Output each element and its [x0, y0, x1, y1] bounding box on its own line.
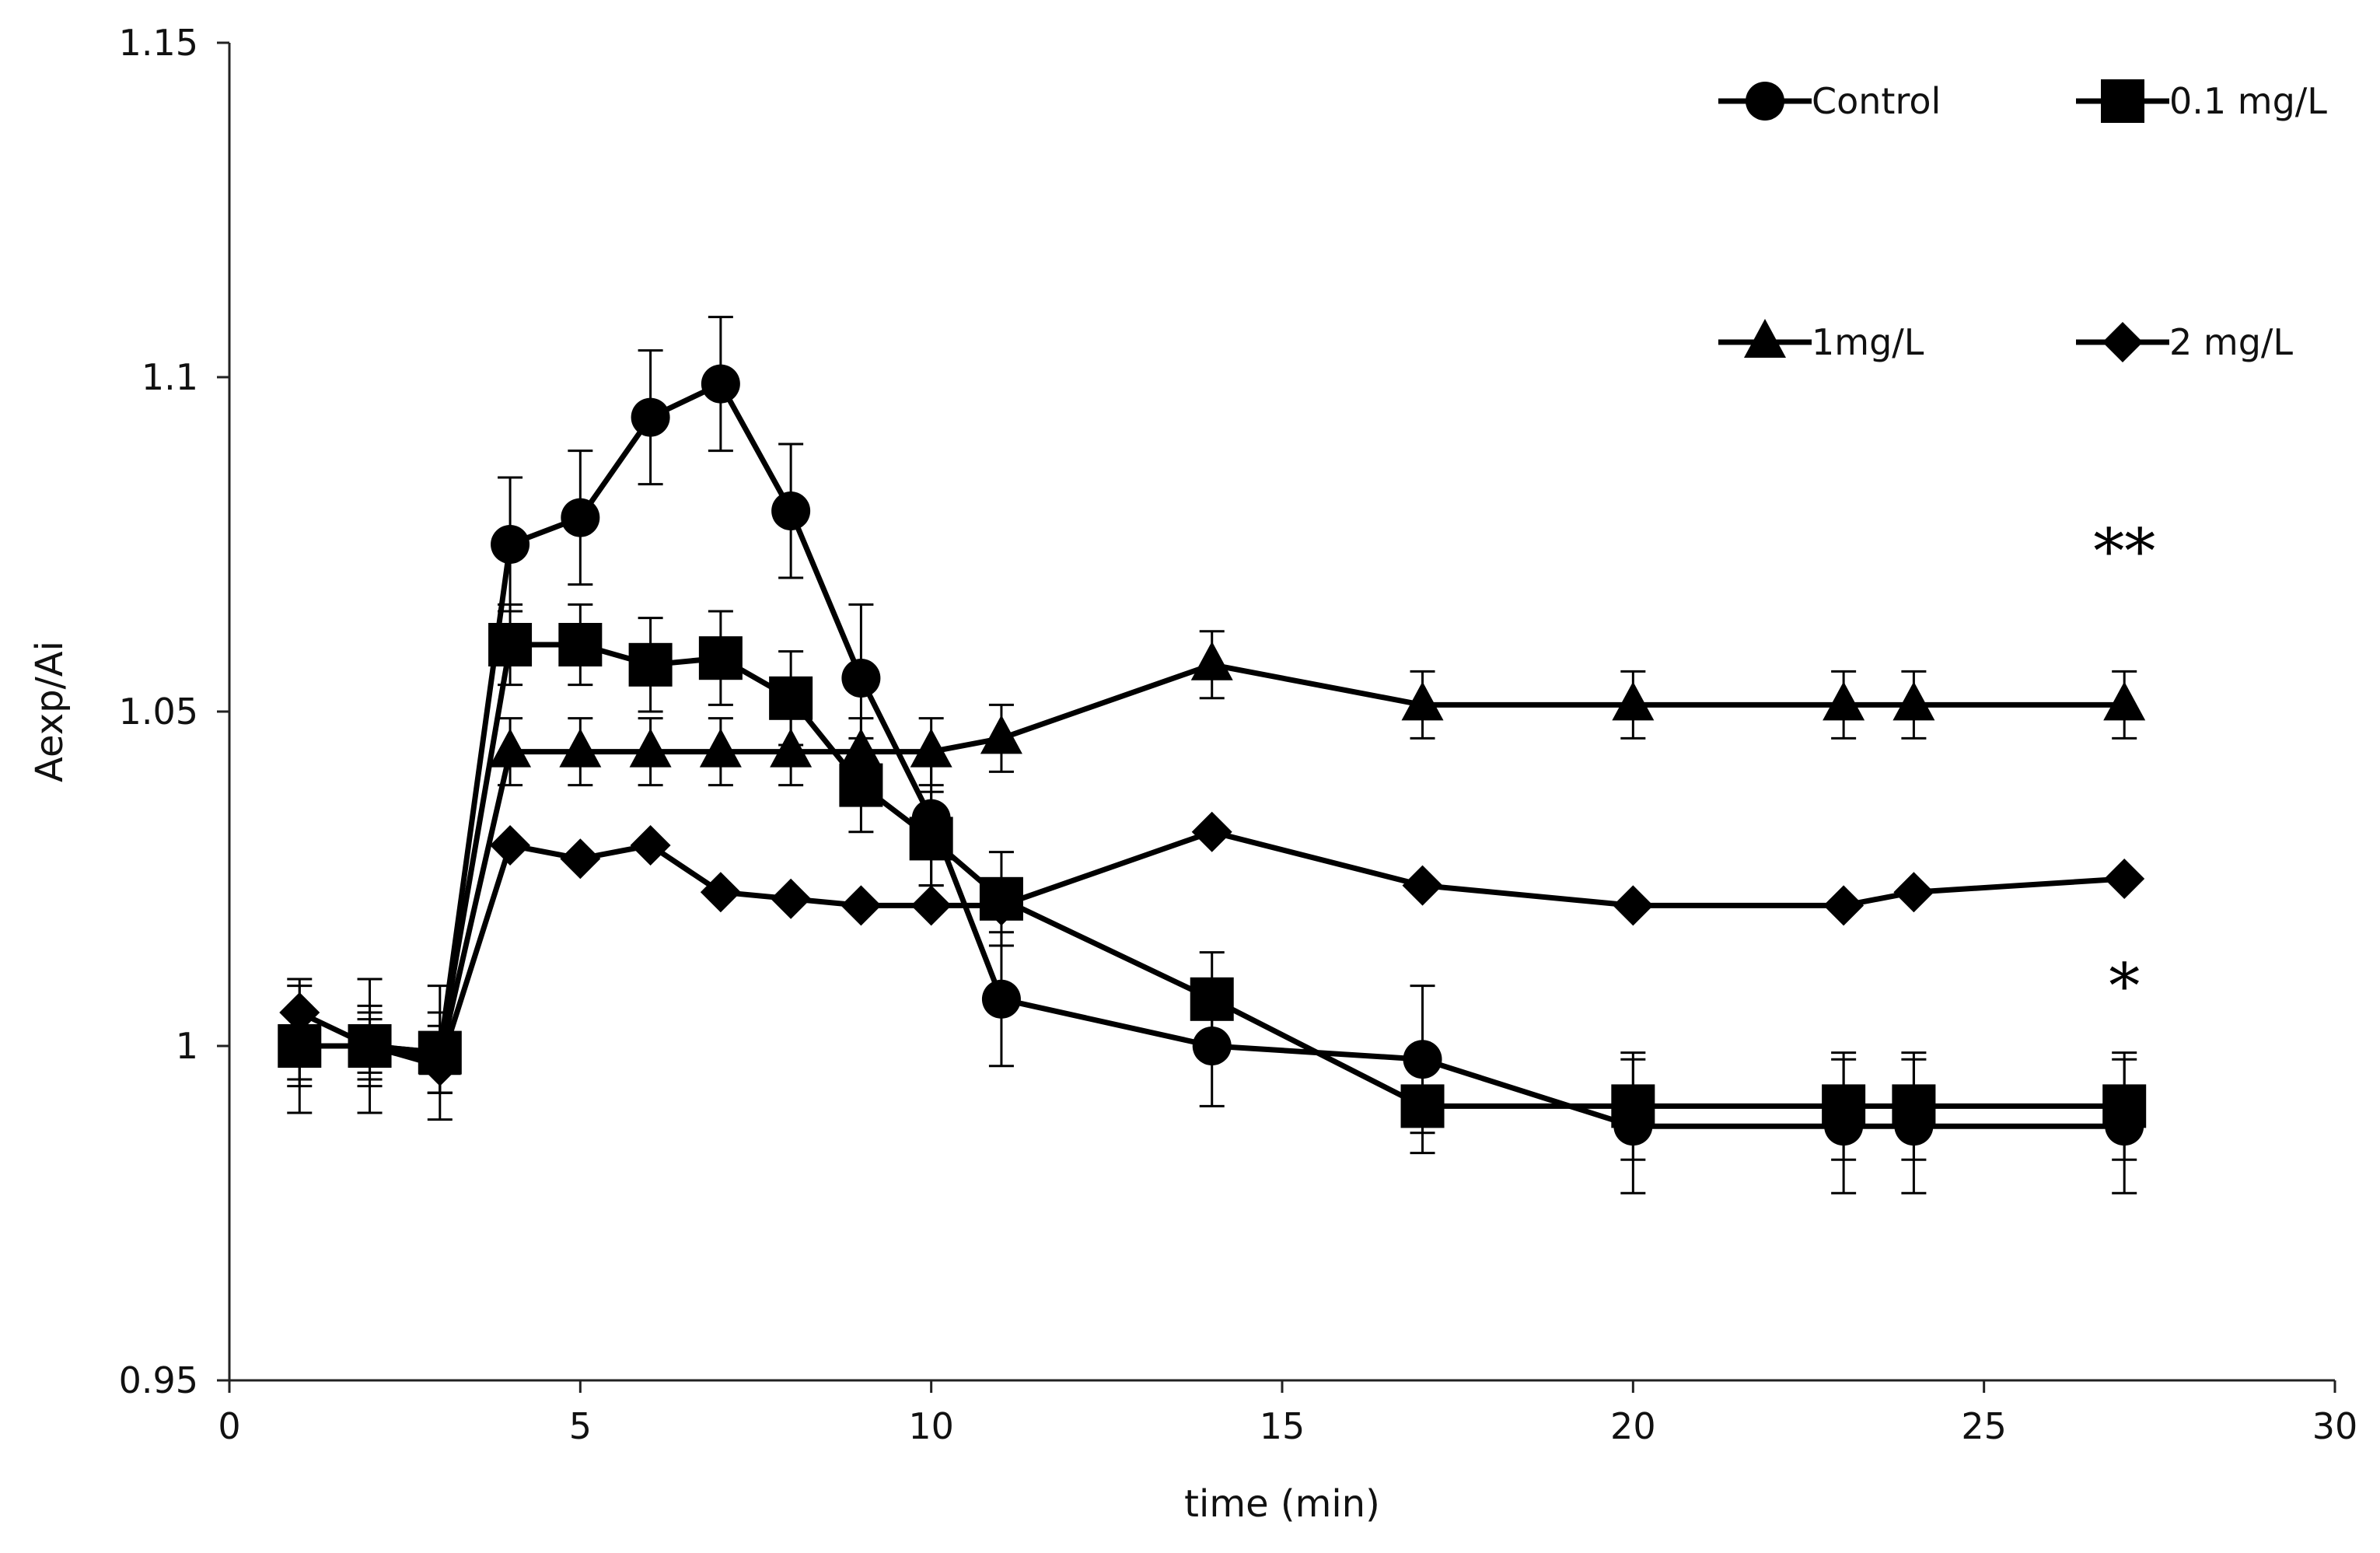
data-point	[349, 1026, 390, 1066]
data-point	[699, 728, 742, 768]
series-2-mg-l	[279, 811, 2145, 1094]
data-point	[560, 838, 601, 880]
series-control	[280, 316, 2144, 1194]
data-point	[981, 979, 1021, 1019]
y-axis-title: Aexp/Ai	[28, 641, 72, 782]
y-tick-label: 0.95	[119, 1359, 198, 1401]
data-point	[1613, 885, 1654, 926]
y-tick-label: 1.05	[119, 691, 198, 733]
legend-item-1mg-l: 1mg/L	[1718, 319, 1924, 363]
data-point	[1892, 681, 1935, 721]
data-point	[980, 885, 1022, 926]
data-point	[278, 1023, 321, 1062]
data-point	[488, 623, 533, 666]
legend-marker	[2102, 322, 2143, 362]
data-point	[1191, 811, 1232, 852]
annotations: ***	[2093, 516, 2155, 1023]
y-tick-label: 1.1	[142, 356, 198, 398]
data-point	[2103, 681, 2146, 721]
x-axis-title: time (min)	[1184, 1482, 1380, 1526]
x-tick-label: 15	[1260, 1405, 1305, 1447]
data-point	[631, 397, 670, 437]
data-point	[489, 728, 532, 768]
data-point	[628, 642, 673, 687]
x-tick-label: 0	[218, 1405, 240, 1447]
data-point	[2104, 859, 2145, 899]
data-point	[910, 885, 952, 926]
data-point	[559, 728, 602, 768]
x-tick-label: 5	[569, 1405, 592, 1447]
data-point	[701, 364, 740, 404]
data-point	[910, 728, 952, 768]
data-point	[2102, 1084, 2147, 1128]
y-tick-label: 1.15	[119, 22, 198, 64]
data-point	[840, 728, 882, 768]
series-1mg-l	[278, 630, 2146, 1094]
data-point	[1823, 681, 1865, 721]
data-point	[561, 498, 600, 537]
legend-label: 1mg/L	[1812, 321, 1924, 363]
data-point	[1190, 641, 1233, 680]
legend-label: Control	[1812, 80, 1941, 122]
data-point	[629, 728, 672, 768]
data-point	[841, 885, 882, 926]
data-point	[1402, 865, 1443, 906]
significance-marker: **	[2093, 516, 2155, 588]
plot-area	[278, 316, 2147, 1194]
data-point	[698, 636, 743, 680]
legend-marker	[2101, 79, 2144, 123]
data-point	[490, 825, 531, 866]
data-point	[630, 825, 671, 866]
data-point	[771, 491, 811, 530]
data-point	[769, 676, 813, 720]
data-point	[558, 623, 603, 666]
data-point	[1823, 885, 1865, 926]
legend-label: 0.1 mg/L	[2169, 80, 2327, 122]
data-point	[279, 992, 320, 1033]
data-point	[841, 659, 881, 698]
legend-item-2-mg-l: 2 mg/L	[2076, 321, 2293, 363]
legend-item-control: Control	[1718, 80, 1941, 122]
legend-marker	[1744, 319, 1786, 358]
x-tick-label: 10	[908, 1405, 954, 1447]
x-tick-label: 25	[1961, 1405, 2007, 1447]
x-tick-label: 30	[2312, 1405, 2358, 1447]
data-point	[1400, 1084, 1445, 1128]
significance-marker: *	[2109, 950, 2140, 1023]
data-point	[1892, 1084, 1936, 1128]
data-point	[909, 817, 953, 861]
data-point	[1612, 681, 1655, 721]
data-point	[771, 878, 812, 919]
data-point	[700, 872, 741, 913]
data-point	[1893, 872, 1934, 913]
axes: 0 5 10 15 20 25 30 0.95 1 1.05 1.1 1.15	[119, 22, 2358, 1447]
data-point	[491, 525, 530, 564]
legend-marker	[1746, 82, 1784, 121]
data-point	[419, 1045, 460, 1086]
x-tick-label: 20	[1610, 1405, 1656, 1447]
data-point	[1822, 1084, 1866, 1128]
legend-label: 2 mg/L	[2169, 321, 2293, 363]
data-point	[1190, 977, 1234, 1021]
legend-item-0-1-mg-l: 0.1 mg/L	[2076, 79, 2327, 123]
y-tick-label: 1	[176, 1025, 198, 1067]
data-point	[770, 728, 813, 768]
data-point	[1611, 1084, 1655, 1128]
legend: Control 0.1 mg/L 1mg/L 2 mg/L	[1718, 79, 2327, 363]
data-point	[1401, 681, 1444, 721]
data-point	[980, 715, 1022, 754]
